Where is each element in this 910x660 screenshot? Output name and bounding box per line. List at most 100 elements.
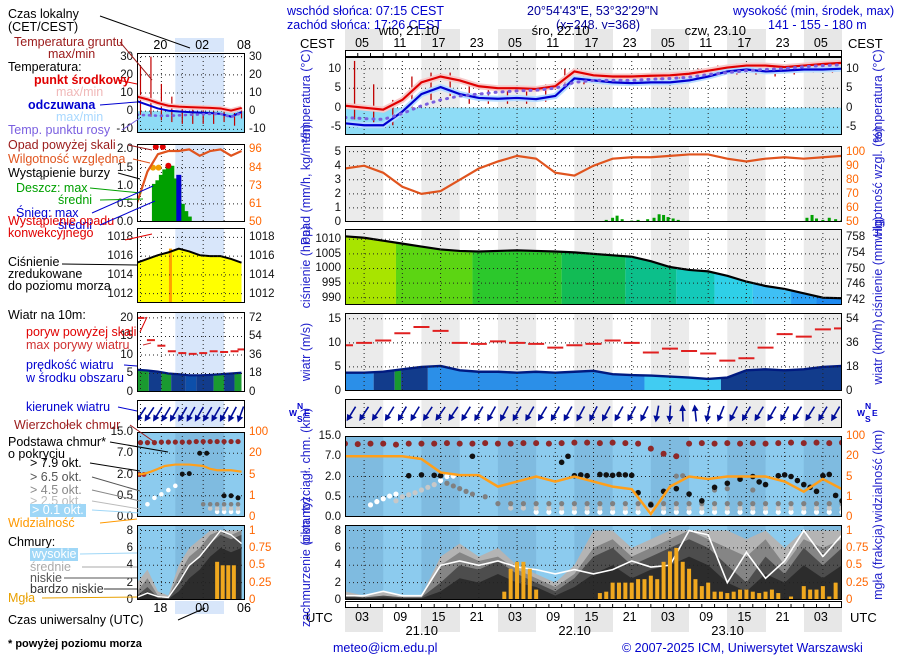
- cest-hour-label: 11: [699, 36, 713, 50]
- utc-hour-label: 21: [622, 610, 637, 624]
- y-axis-tick: 10: [120, 87, 133, 99]
- legend-item: * powyżej poziomu morza: [8, 638, 142, 650]
- y-axis-tick: 6: [334, 541, 341, 554]
- y-axis-tick: 2.0: [117, 468, 133, 481]
- y-axis-tick: 7.0: [325, 450, 341, 463]
- y-axis-tick: 36: [846, 336, 859, 349]
- y-axis-tick: 1018: [107, 231, 133, 244]
- legend-item: Mgła: [8, 591, 36, 605]
- y-axis-tick: 1: [334, 201, 341, 214]
- y-axis-tick: 1012: [249, 287, 275, 300]
- legend-item: max/min: [48, 47, 96, 61]
- utc-hour-label: 03: [813, 610, 828, 624]
- mini-local-hour-label: 08: [237, 38, 251, 52]
- y-axis-tick: 0: [249, 105, 256, 118]
- y-axis-tick: 5: [334, 145, 341, 158]
- y-axis-tick: 60: [846, 201, 859, 214]
- y-axis-tick: 750: [846, 262, 866, 275]
- y-axis-tick: 5: [846, 470, 853, 483]
- legend-item: Ciśnienie: [8, 255, 60, 269]
- y-axis-tick: 5: [126, 367, 133, 380]
- y-axis-tick: 20: [846, 450, 859, 463]
- cest-hour-label: 17: [737, 36, 752, 50]
- utc-label-left: UTC: [306, 610, 333, 625]
- mini-utc-hour-label: 00: [195, 601, 210, 615]
- y-axis-tick: 4: [334, 159, 341, 172]
- legend-item: Temperatura gruntu: [14, 35, 124, 49]
- y-axis-tick: 36: [249, 348, 262, 361]
- y-axis-tick: 90: [846, 159, 859, 172]
- y-axis-tick: -5: [846, 121, 857, 134]
- axis-band: [345, 29, 384, 50]
- altitude-value: 141 - 155 - 180 m: [768, 18, 867, 32]
- legend-item: (CET/CEST): [8, 20, 79, 34]
- y-axis-tick: 1: [846, 490, 853, 503]
- y-axis-tick: 7.0: [117, 447, 133, 460]
- y-axis-tick: 0: [846, 594, 853, 606]
- contact-email-link[interactable]: meteo@icm.edu.pl: [333, 641, 438, 655]
- y-axis-tick: 2: [334, 187, 341, 200]
- legend-item: Temperatura:: [8, 60, 82, 74]
- y-axis-tick: 50: [846, 216, 859, 228]
- legend-item: max/min: [56, 110, 104, 124]
- y-axis-tick: 10: [328, 336, 341, 349]
- day-label: śro, 22.10: [531, 23, 590, 38]
- y-axis-tick: 5: [334, 82, 341, 95]
- y-axis-tick: 0: [846, 385, 853, 397]
- y-axis-tick: 54: [846, 312, 859, 325]
- y-axis-tick: 10: [120, 348, 133, 361]
- y-axis-tick: 0: [249, 511, 256, 523]
- legend-item: wysokie: [30, 547, 79, 561]
- y-axis-tick: 20: [120, 311, 133, 324]
- utc-hour-label: 21: [775, 610, 790, 624]
- y-axis-tick: 0: [334, 216, 341, 228]
- y-axis-tick: 100: [249, 426, 269, 438]
- legend-item: kierunek wiatru: [26, 400, 111, 414]
- y-axis-tick: 2: [334, 576, 341, 589]
- legend-item: > 6.5 okt.: [30, 470, 82, 484]
- y-axis-tick: 0: [846, 101, 853, 114]
- utc-hour-label: 03: [355, 610, 370, 624]
- mini-wind-panel: [137, 312, 245, 392]
- y-axis-tick: 18: [846, 360, 859, 373]
- left-axis-title: zachmurzenie (oktanty): [299, 497, 313, 627]
- y-axis-tick: 0.5: [249, 559, 265, 572]
- axis-band: [727, 29, 766, 50]
- y-axis-tick: 742: [846, 293, 866, 306]
- legend-item: zredukowane: [8, 267, 83, 281]
- legend-item: Wiatr na 10m:: [8, 308, 86, 322]
- y-axis-tick: 995: [321, 277, 341, 290]
- y-axis-tick: 5: [249, 468, 256, 481]
- cloudiness-panel: [345, 525, 842, 600]
- utc-hour-label: 15: [737, 610, 752, 624]
- axis-band: [650, 29, 690, 50]
- legend-item: Widzialność: [8, 516, 75, 530]
- legend-item: max/min: [56, 85, 104, 99]
- cest-hour-label: 17: [431, 36, 446, 50]
- y-axis-tick: 6: [126, 541, 133, 554]
- y-axis-tick: 15.0: [110, 426, 133, 438]
- axis-band: [803, 29, 842, 50]
- y-axis-tick: 1: [249, 524, 256, 537]
- y-axis-tick: 84: [249, 161, 262, 174]
- legend-item: > 7.9 okt.: [30, 456, 82, 470]
- legend-item: poryw powyżej skali: [26, 325, 137, 339]
- precip-humidity-panel: [345, 146, 842, 222]
- cest-hour-label: 17: [584, 36, 599, 50]
- cest-hour-label: 05: [355, 36, 370, 50]
- y-axis-tick: 20: [249, 68, 262, 81]
- y-axis-tick: 0: [249, 386, 256, 398]
- y-axis-tick: 0: [846, 511, 853, 523]
- y-axis-tick: 4: [126, 559, 133, 572]
- mini-pressure-panel: [137, 228, 245, 303]
- y-axis-tick: 0.5: [117, 197, 133, 210]
- y-axis-tick: 0.5: [117, 489, 133, 502]
- mini-utc-hour-label: 18: [153, 601, 168, 615]
- right-axis-title: widzialność (km): [871, 429, 885, 523]
- y-axis-tick: 20: [249, 447, 262, 460]
- y-axis-tick: 1: [249, 489, 256, 502]
- utc-hour-label: 09: [699, 610, 714, 624]
- y-axis-tick: 754: [846, 246, 866, 259]
- wind-panel: [345, 313, 842, 391]
